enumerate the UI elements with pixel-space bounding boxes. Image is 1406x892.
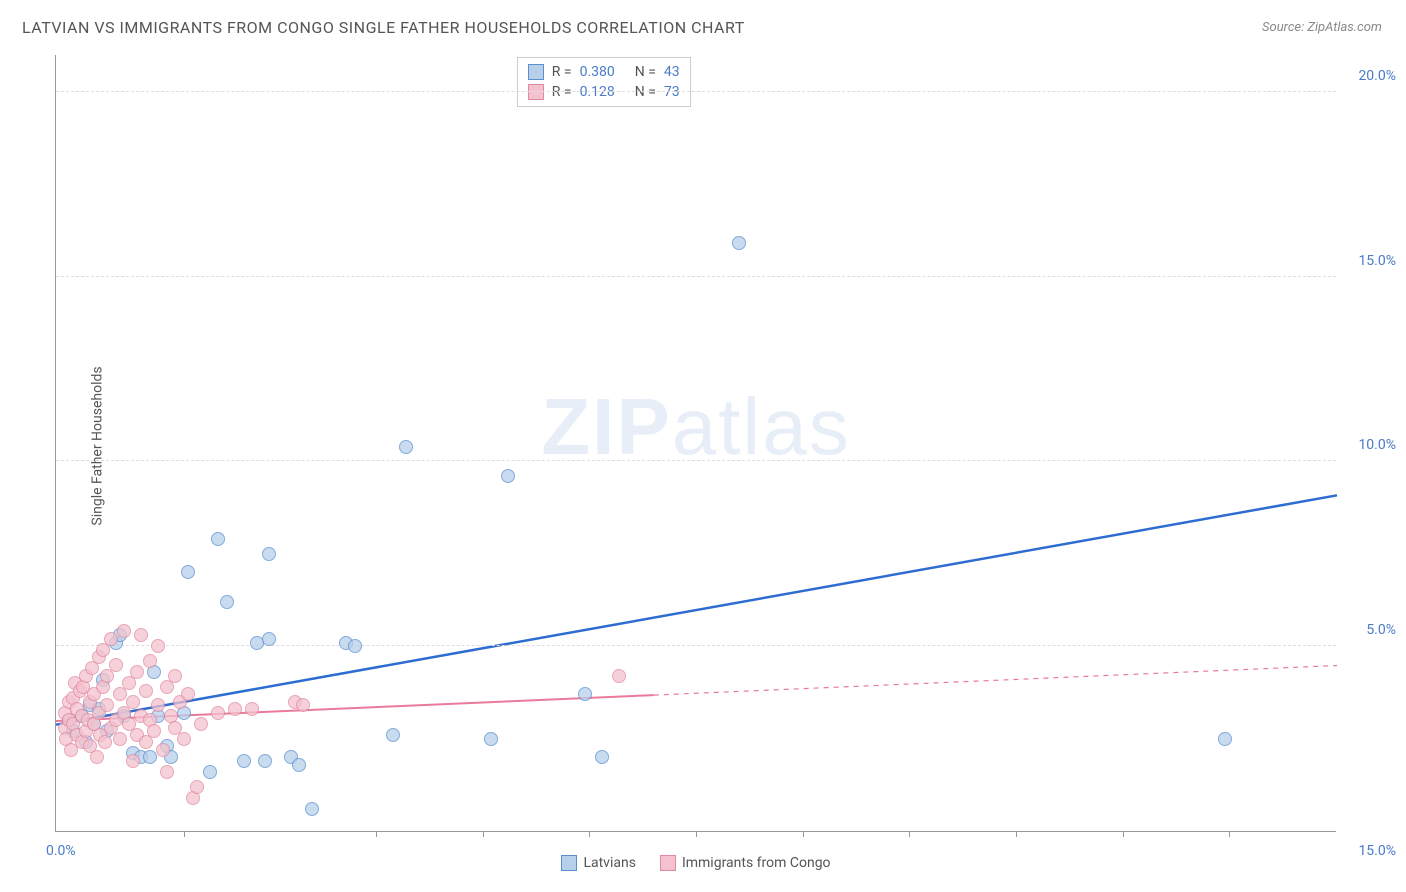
- scatter-point-congo: [160, 765, 174, 779]
- n-label: N =: [635, 64, 656, 80]
- scatter-point-congo: [100, 698, 114, 712]
- trend-line-dashed-congo: [654, 666, 1337, 696]
- stats-row-latvians: R = 0.380 N = 43: [528, 62, 680, 82]
- scatter-point-latvians: [181, 565, 195, 579]
- scatter-point-latvians: [305, 802, 319, 816]
- x-tick: [589, 831, 590, 837]
- scatter-point-latvians: [484, 732, 498, 746]
- scatter-point-congo: [130, 665, 144, 679]
- legend-label-latvians: Latvians: [583, 855, 636, 871]
- gridline: [56, 276, 1336, 277]
- scatter-point-latvians: [143, 750, 157, 764]
- scatter-point-congo: [612, 669, 626, 683]
- x-axis-end-label: 15.0%: [1358, 843, 1396, 859]
- source-attribution: Source: ZipAtlas.com: [1262, 20, 1382, 35]
- scatter-point-latvians: [258, 754, 272, 768]
- scatter-point-congo: [134, 628, 148, 642]
- legend-item-latvians: Latvians: [561, 855, 636, 871]
- scatter-point-congo: [151, 698, 165, 712]
- scatter-point-latvians: [211, 532, 225, 546]
- scatter-point-latvians: [501, 469, 515, 483]
- y-tick-label: 5.0%: [1366, 622, 1396, 638]
- scatter-point-latvians: [595, 750, 609, 764]
- scatter-point-congo: [147, 724, 161, 738]
- scatter-point-congo: [190, 780, 204, 794]
- trend-line-latvians: [56, 495, 1337, 724]
- scatter-point-congo: [177, 732, 191, 746]
- scatter-point-latvians: [262, 547, 276, 561]
- scatter-point-latvians: [220, 595, 234, 609]
- swatch-congo: [660, 855, 676, 871]
- r-value-congo: 0.128: [580, 84, 615, 100]
- scatter-point-congo: [126, 695, 140, 709]
- plot-area: ZIPatlas R = 0.380 N = 43 R = 0.128 N = …: [55, 55, 1336, 832]
- n-value-latvians: 43: [664, 64, 680, 80]
- scatter-point-congo: [296, 698, 310, 712]
- scatter-point-latvians: [1218, 732, 1232, 746]
- stats-box: R = 0.380 N = 43 R = 0.128 N = 73: [517, 57, 691, 107]
- scatter-point-congo: [109, 658, 123, 672]
- scatter-point-latvians: [348, 639, 362, 653]
- stats-row-congo: R = 0.128 N = 73: [528, 82, 680, 102]
- scatter-point-congo: [139, 684, 153, 698]
- scatter-point-congo: [194, 717, 208, 731]
- scatter-point-latvians: [237, 754, 251, 768]
- scatter-point-latvians: [386, 728, 400, 742]
- x-tick: [184, 831, 185, 837]
- scatter-point-latvians: [732, 236, 746, 250]
- scatter-point-congo: [113, 732, 127, 746]
- legend-label-congo: Immigrants from Congo: [682, 855, 831, 871]
- x-tick: [376, 831, 377, 837]
- scatter-point-congo: [143, 654, 157, 668]
- x-tick: [1229, 831, 1230, 837]
- n-label: N =: [635, 84, 656, 100]
- scatter-point-congo: [168, 669, 182, 683]
- scatter-point-congo: [245, 702, 259, 716]
- legend: Latvians Immigrants from Congo: [56, 855, 1336, 871]
- swatch-latvians: [528, 64, 544, 80]
- gridline: [56, 645, 1336, 646]
- scatter-point-congo: [181, 687, 195, 701]
- scatter-point-latvians: [399, 440, 413, 454]
- scatter-point-congo: [104, 632, 118, 646]
- gridline: [56, 91, 1336, 92]
- gridline: [56, 460, 1336, 461]
- r-label: R =: [552, 64, 572, 80]
- x-tick: [1123, 831, 1124, 837]
- x-tick: [696, 831, 697, 837]
- x-tick: [1016, 831, 1017, 837]
- scatter-point-congo: [126, 754, 140, 768]
- scatter-point-congo: [211, 706, 225, 720]
- chart-container: LATVIAN VS IMMIGRANTS FROM CONGO SINGLE …: [0, 0, 1406, 892]
- scatter-point-latvians: [578, 687, 592, 701]
- x-tick: [909, 831, 910, 837]
- r-label: R =: [552, 84, 572, 100]
- y-tick-label: 15.0%: [1358, 253, 1396, 269]
- chart-title: LATVIAN VS IMMIGRANTS FROM CONGO SINGLE …: [22, 18, 745, 37]
- swatch-latvians: [561, 855, 577, 871]
- x-tick: [483, 831, 484, 837]
- y-tick-label: 20.0%: [1358, 68, 1396, 84]
- scatter-point-congo: [90, 750, 104, 764]
- r-value-latvians: 0.380: [580, 64, 615, 80]
- y-tick-label: 10.0%: [1358, 437, 1396, 453]
- swatch-congo: [528, 84, 544, 100]
- scatter-point-latvians: [203, 765, 217, 779]
- scatter-point-congo: [228, 702, 242, 716]
- scatter-point-congo: [156, 743, 170, 757]
- scatter-point-congo: [151, 639, 165, 653]
- scatter-point-congo: [98, 735, 112, 749]
- scatter-point-latvians: [292, 758, 306, 772]
- scatter-point-latvians: [262, 632, 276, 646]
- x-tick: [803, 831, 804, 837]
- legend-item-congo: Immigrants from Congo: [660, 855, 831, 871]
- n-value-congo: 73: [664, 84, 680, 100]
- scatter-point-congo: [117, 624, 131, 638]
